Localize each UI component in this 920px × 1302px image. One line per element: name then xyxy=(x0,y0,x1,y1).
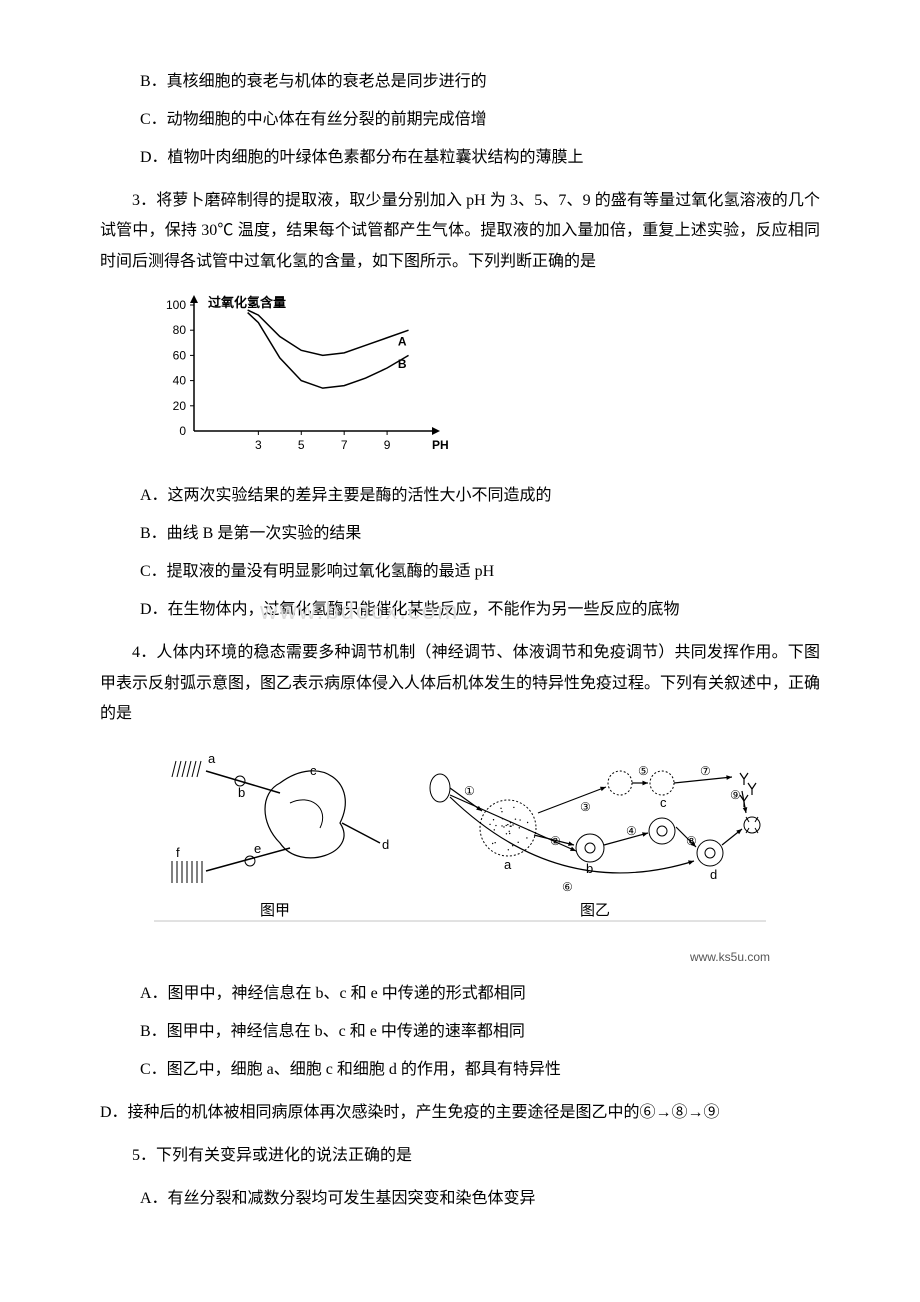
q3-option-c: C．提取液的量没有明显影响过氧化氢酶的最适 pH xyxy=(140,556,820,588)
svg-text:⑨: ⑨ xyxy=(730,788,741,802)
q4-option-d: D．接种后的机体被相同病原体再次感染时，产生免疫的主要途径是图乙中的⑥→⑧→⑨ xyxy=(100,1098,820,1128)
q4-option-b: B．图甲中，神经信息在 b、c 和 e 中传递的速率都相同 xyxy=(140,1016,820,1048)
svg-text:d: d xyxy=(382,837,389,852)
q3-option-b: B．曲线 B 是第一次实验的结果 xyxy=(140,518,820,550)
q4-source-label: www.ks5u.com xyxy=(150,950,770,964)
q2-option-b: B．真核细胞的衰老与机体的衰老总是同步进行的 xyxy=(140,66,820,98)
q2-option-d: D．植物叶肉细胞的叶绿体色素都分布在基粒囊状结构的薄膜上 xyxy=(140,142,820,174)
q3-option-d-text: D．在生物体内，过氧化氢酶只能催化某些反应，不能作为另一些反应的底物 xyxy=(140,601,680,618)
svg-text:80: 80 xyxy=(173,323,187,337)
q3-option-a: A．这两次实验结果的差异主要是酶的活性大小不同造成的 xyxy=(140,480,820,512)
q4-option-c: C．图乙中，细胞 a、细胞 c 和细胞 d 的作用，都具有特异性 xyxy=(140,1054,820,1086)
svg-text:d: d xyxy=(710,867,717,882)
q4-stem: 4．人体内环境的稳态需要多种调节机制（神经调节、体液调节和免疫调节）共同发挥作用… xyxy=(100,638,820,729)
q3-option-c-text: C．提取液的量没有明显影响过氧化氢酶的最适 pH xyxy=(140,563,494,580)
svg-text:过氧化氢含量: 过氧化氢含量 xyxy=(208,295,286,310)
q2-option-c: C．动物细胞的中心体在有丝分裂的前期完成倍增 xyxy=(140,104,820,136)
svg-text:④: ④ xyxy=(626,824,637,838)
svg-text:⑤: ⑤ xyxy=(638,764,649,778)
svg-text:7: 7 xyxy=(341,438,348,452)
svg-text:a: a xyxy=(208,751,216,766)
svg-text:b: b xyxy=(586,861,593,876)
q4-diagram: a b c d e f 图甲 ① ② ③ ④ ⑤ ⑥ ⑦ ⑧ ⑨ a b c d 图乙 www.ks5u.com xyxy=(150,743,820,964)
svg-text:PH: PH xyxy=(432,438,449,452)
q4-option-a: A．图甲中，神经信息在 b、c 和 e 中传递的形式都相同 xyxy=(140,978,820,1010)
svg-text:9: 9 xyxy=(384,438,391,452)
svg-text:40: 40 xyxy=(173,374,187,388)
svg-text:20: 20 xyxy=(173,399,187,413)
svg-text:A: A xyxy=(398,334,407,348)
q3-option-d: www.bdocx.com D．在生物体内，过氧化氢酶只能催化某些反应，不能作为… xyxy=(140,594,820,626)
svg-text:②: ② xyxy=(550,834,561,848)
svg-text:c: c xyxy=(310,763,317,778)
svg-text:f: f xyxy=(176,845,180,860)
svg-text:⑧: ⑧ xyxy=(686,834,697,848)
q5-stem: 5．下列有关变异或进化的说法正确的是 xyxy=(100,1141,820,1171)
svg-text:图甲: 图甲 xyxy=(260,902,290,919)
svg-text:⑦: ⑦ xyxy=(700,764,711,778)
svg-text:⑥: ⑥ xyxy=(562,880,573,894)
svg-text:a: a xyxy=(504,857,512,872)
svg-text:0: 0 xyxy=(179,424,186,438)
svg-text:B: B xyxy=(398,357,407,371)
svg-text:b: b xyxy=(238,785,245,800)
svg-text:①: ① xyxy=(464,784,475,798)
svg-text:5: 5 xyxy=(298,438,305,452)
q5-option-a: A．有丝分裂和减数分裂均可发生基因突变和染色体变异 xyxy=(140,1183,820,1215)
svg-text:60: 60 xyxy=(173,349,187,363)
svg-text:100: 100 xyxy=(166,298,186,312)
svg-text:图乙: 图乙 xyxy=(580,902,610,919)
svg-text:e: e xyxy=(254,841,261,856)
q3-stem: 3．将萝卜磨碎制得的提取液，取少量分别加入 pH 为 3、5、7、9 的盛有等量… xyxy=(100,186,820,277)
svg-text:3: 3 xyxy=(255,438,262,452)
svg-text:③: ③ xyxy=(580,800,591,814)
q3-chart: 0 20 40 60 80 100 3 5 7 9 PH 过氧化氢含量 AB xyxy=(150,291,820,466)
svg-text:c: c xyxy=(660,795,667,810)
